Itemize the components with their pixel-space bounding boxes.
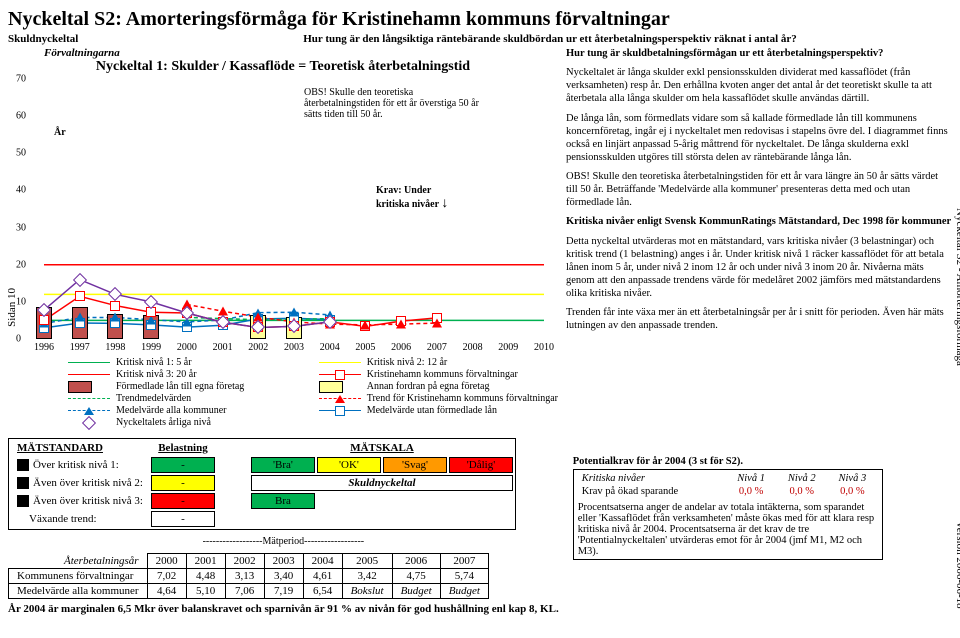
legend-item: Förmedlade lån till egna företag <box>68 381 307 392</box>
y-tick: 70 <box>16 74 26 85</box>
potential-text: Procentsatserna anger de andelar av tota… <box>578 502 878 557</box>
legend-item: Trendmedelvärden <box>68 393 307 404</box>
x-tick: 1999 <box>141 342 161 353</box>
legend-item: Kritisk nivå 3: 20 år <box>68 369 307 380</box>
x-tick: 2000 <box>177 342 197 353</box>
legend-item: Kristinehamn kommuns förvaltningar <box>319 369 558 380</box>
chart-column: Förvaltningarna Nyckeltal 1: Skulder / K… <box>8 47 558 428</box>
x-tick: 1996 <box>34 342 54 353</box>
x-tick: 1998 <box>105 342 125 353</box>
y-axis-label: År <box>54 127 66 138</box>
marker <box>289 308 299 317</box>
matstandard-table: MÄTSTANDARDBelastningMÄTSKALAÖver kritis… <box>8 438 516 530</box>
subhead-left: Skuldnyckeltal <box>8 33 148 45</box>
y-tick: 40 <box>16 185 26 196</box>
x-tick: 2005 <box>355 342 375 353</box>
chart-plot: År OBS! Skulle den teoretiska återbetaln… <box>44 79 544 339</box>
desc-para: Trenden får inte växa mer än ett återbet… <box>566 306 952 332</box>
y-tick: 30 <box>16 222 26 233</box>
y-tick: 60 <box>16 111 26 122</box>
legend-item: Annan fordran på egna företag <box>319 381 558 392</box>
desc-para: Nyckeltalet är långa skulder exkl pensio… <box>566 66 952 105</box>
marker <box>110 313 120 322</box>
legend-item: Medelvärde utan förmedlade lån <box>319 405 558 416</box>
x-tick: 2008 <box>463 342 483 353</box>
x-tick: 2003 <box>284 342 304 353</box>
marker <box>110 301 120 311</box>
x-tick: 2007 <box>427 342 447 353</box>
x-tick: 2001 <box>213 342 233 353</box>
y-tick: 20 <box>16 259 26 270</box>
desc-para: Detta nyckeltal utvärderas mot en mätsta… <box>566 235 952 301</box>
y-tick: 0 <box>16 334 21 345</box>
legend-item: Trend för Kristinehamn kommuns förvaltni… <box>319 393 558 404</box>
desc-para: Hur tung är skuldbetalningsförmågan ur e… <box>566 47 952 60</box>
legend-item: Medelvärde alla kommuner <box>68 405 307 416</box>
y-tick: 50 <box>16 148 26 159</box>
version-label: Version 2006-06-18 <box>954 521 960 609</box>
x-tick: 1997 <box>70 342 90 353</box>
side-label-right: Nyckeltal S2 - Amorteringsförmåga <box>954 208 960 366</box>
description-column: Hur tung är skuldbetalningsförmågan ur e… <box>566 47 952 428</box>
matperiod-note: ------------------Mätperiod-------------… <box>8 536 559 547</box>
final-note: År 2004 är marginalen 6,5 Mkr över balan… <box>8 603 559 615</box>
marker <box>75 291 85 301</box>
marker <box>360 320 370 329</box>
page-title: Nyckeltal S2: Amorteringsförmåga för Kri… <box>8 8 952 31</box>
forvaltningarna: Förvaltningarna <box>44 47 558 59</box>
desc-para: De långa lån, som förmedlats vidare som … <box>566 112 952 165</box>
x-tick: 2006 <box>391 342 411 353</box>
potential-box: Kritiska nivåerNivå 1Nivå 2Nivå 3Krav på… <box>573 469 883 560</box>
legend-item: Kritisk nivå 2: 12 år <box>319 357 558 368</box>
potential-title: Potentialkrav för år 2004 (3 st för S2). <box>573 456 883 467</box>
x-tick: 2002 <box>248 342 268 353</box>
krav-annotation: Krav: Under kritiska nivåer ↓ <box>376 185 466 212</box>
x-tick: 2009 <box>498 342 518 353</box>
marker <box>396 320 406 329</box>
x-tick: 2004 <box>320 342 340 353</box>
marker <box>75 313 85 322</box>
chart-title: Nyckeltal 1: Skulder / Kassaflöde = Teor… <box>8 59 558 75</box>
subhead-right: Hur tung är den långsiktiga räntebärande… <box>148 33 952 45</box>
desc-para: OBS! Skulle den teoretiska återbetalning… <box>566 170 952 209</box>
obs-annotation: OBS! Skulle den teoretiska återbetalning… <box>304 87 484 120</box>
desc-para: Kritiska nivåer enligt Svensk KommunRati… <box>566 215 952 228</box>
chart-legend: Kritisk nivå 1: 5 år Kritisk nivå 2: 12 å… <box>68 357 558 428</box>
payback-table: Återbetalningsår200020012002200320042005… <box>8 553 489 599</box>
legend-item: Nyckeltalets årliga nivå <box>68 417 307 428</box>
x-tick: 2010 <box>534 342 554 353</box>
marker <box>432 319 442 328</box>
potential-table: Kritiska nivåerNivå 1Nivå 2Nivå 3Krav på… <box>578 472 878 498</box>
y-tick: 10 <box>16 296 26 307</box>
legend-item: Kritisk nivå 1: 5 år <box>68 357 307 368</box>
